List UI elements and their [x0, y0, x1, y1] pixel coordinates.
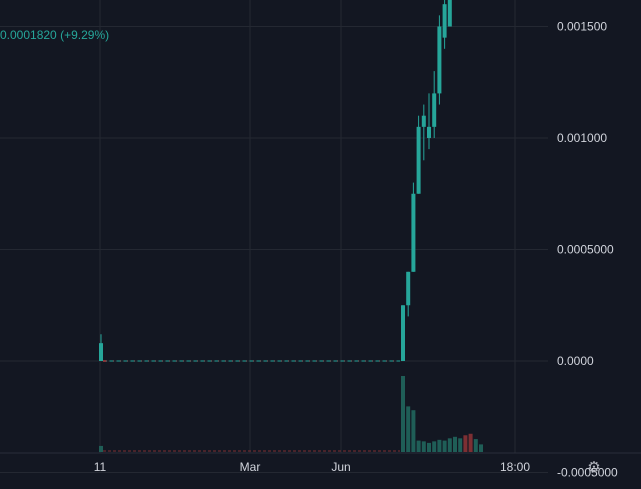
volume-bar	[416, 440, 421, 452]
volume-bar	[401, 376, 405, 452]
candle-body	[416, 126, 421, 194]
candle-body	[447, 0, 452, 27]
candle-body	[442, 4, 447, 38]
volume-bar	[406, 406, 411, 452]
time-axis[interactable]: 11 Mar Jun 18:00	[94, 460, 531, 474]
candle-body	[421, 115, 426, 127]
candle-body	[401, 305, 405, 361]
volume-bar	[427, 442, 431, 452]
change-value: 0.0001820	[0, 28, 57, 42]
volume-bar	[453, 436, 457, 452]
candle-body	[427, 126, 431, 138]
volume-bar	[458, 438, 463, 452]
price-tick-label: 0.0005000	[557, 243, 614, 257]
candle-body	[432, 93, 437, 127]
price-tick-label: -0.0005000	[557, 466, 618, 480]
time-tick-label: Mar	[240, 460, 261, 474]
volume-bar	[463, 435, 468, 452]
price-tick-label: 0.0000	[557, 354, 594, 368]
volume-bar	[473, 439, 478, 452]
time-tick-label: Jun	[331, 460, 350, 474]
volume-bar	[479, 444, 483, 452]
time-tick-label: 18:00	[500, 460, 530, 474]
volume-bar	[99, 445, 103, 452]
price-change: 0.0001820 (+9.29%)	[0, 28, 109, 42]
change-percent: (+9.29%)	[60, 28, 110, 42]
volume-bar	[432, 441, 437, 452]
flat-line-layer	[103, 360, 400, 452]
volume-bars	[99, 376, 483, 452]
volume-bar	[442, 440, 447, 452]
volume-bar	[421, 441, 426, 452]
price-axis[interactable]: 0.0030000.0025000.0020000.0015000.001000…	[557, 0, 618, 480]
price-tick-label: 0.001000	[557, 131, 607, 145]
candle-body	[406, 271, 411, 306]
volume-bar	[437, 439, 442, 452]
candle-body	[99, 343, 103, 361]
candles-layer	[99, 0, 452, 361]
candle-body	[437, 26, 442, 94]
price-tick-label: 0.001500	[557, 20, 607, 34]
chart-grid	[0, 0, 548, 473]
time-tick-label: 11	[94, 460, 107, 474]
candle-body	[411, 193, 416, 272]
volume-bar	[411, 410, 416, 452]
settings-gear-icon[interactable]: ⚙	[587, 459, 601, 476]
volume-bar	[447, 438, 452, 452]
volume-bar	[468, 433, 473, 452]
